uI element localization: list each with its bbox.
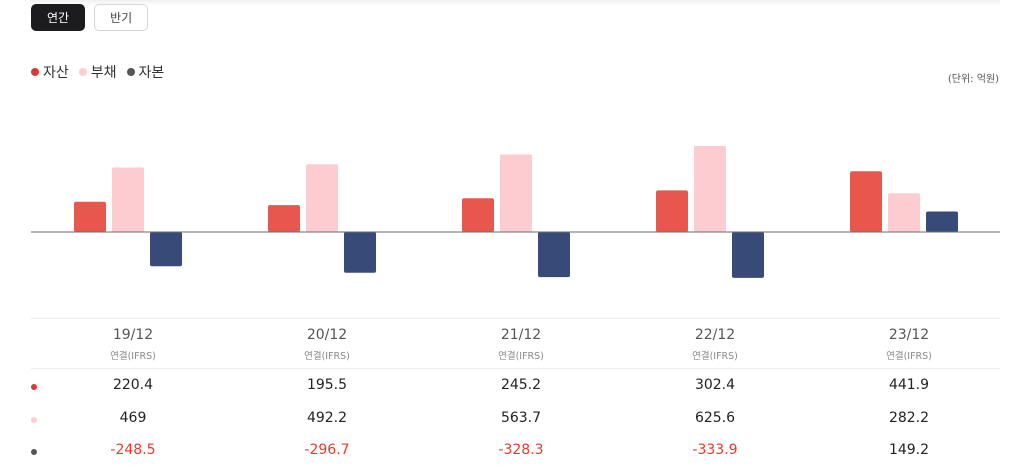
value-cell-equity: -248.5 <box>110 442 156 458</box>
period-header: 19/12 연결(IFRS) <box>68 326 198 362</box>
bar-liability-21-12[interactable] <box>500 154 532 233</box>
bar-asset-21-12[interactable] <box>462 198 494 232</box>
legend-dot-icon <box>126 68 135 76</box>
bar-asset-23-12[interactable] <box>850 171 882 232</box>
period-header: 20/12 연결(IFRS) <box>262 326 392 362</box>
period-label: 19/12 <box>112 327 154 343</box>
bar-asset-22-12[interactable] <box>656 190 688 232</box>
value-cell-asset: 195.5 <box>306 377 348 393</box>
bar-liability-19-12[interactable] <box>112 167 144 233</box>
period-sub-label: 연결(IFRS) <box>886 351 932 362</box>
period-sub-label: 연결(IFRS) <box>110 351 156 362</box>
legend-label: 부채 <box>90 65 117 81</box>
chart-legend: 자산 부채 자본 <box>31 62 164 82</box>
bar-liability-22-12[interactable] <box>694 146 726 232</box>
tab-annual[interactable]: 연간 <box>31 4 86 31</box>
bar-equity-20-12[interactable] <box>344 232 376 273</box>
legend-item-liabilities[interactable]: 부채 <box>78 62 117 82</box>
period-label: 20/12 <box>306 327 348 343</box>
value-cell-asset: 220.4 <box>112 377 154 393</box>
tab-half-year[interactable]: 반기 <box>94 4 149 31</box>
value-cell-liability: 282.2 <box>888 410 930 426</box>
value-cell-liability: 469 <box>119 410 147 426</box>
bar-chart <box>31 146 1000 278</box>
value-cell-asset: 302.4 <box>694 377 736 393</box>
period-tabs: 연간 반기 <box>31 4 149 31</box>
legend-label: 자본 <box>138 65 165 81</box>
bar-liability-23-12[interactable] <box>888 193 920 232</box>
period-label: 22/12 <box>694 327 736 343</box>
period-label: 23/12 <box>888 327 930 343</box>
row-dot-asset-icon <box>31 384 37 390</box>
bar-equity-22-12[interactable] <box>732 232 764 278</box>
period-label: 21/12 <box>500 327 542 343</box>
bar-equity-19-12[interactable] <box>150 232 182 267</box>
bar-equity-21-12[interactable] <box>538 232 570 278</box>
table-header-divider <box>31 368 1000 369</box>
legend-label: 자산 <box>43 65 69 81</box>
row-dot-liability-icon <box>31 417 37 423</box>
legend-item-equity[interactable]: 자본 <box>126 62 165 82</box>
row-dot-equity-icon <box>31 449 37 455</box>
bar-asset-19-12[interactable] <box>74 201 106 232</box>
period-sub-label: 연결(IFRS) <box>692 351 738 362</box>
legend-dot-icon <box>78 68 87 76</box>
period-header: 22/12 연결(IFRS) <box>650 326 780 362</box>
top-shadow <box>30 0 1000 6</box>
value-cell-equity: 149.2 <box>888 442 930 458</box>
value-cell-liability: 563.7 <box>500 410 542 426</box>
value-cell-equity: -296.7 <box>304 442 350 458</box>
value-cell-asset: 441.9 <box>888 377 930 393</box>
bar-equity-23-12[interactable] <box>926 211 958 233</box>
period-header: 21/12 연결(IFRS) <box>456 326 586 362</box>
table-top-divider <box>31 318 1000 319</box>
value-cell-liability: 492.2 <box>306 410 348 426</box>
legend-dot-icon <box>31 68 39 76</box>
period-sub-label: 연결(IFRS) <box>304 351 350 362</box>
legend-item-assets[interactable]: 자산 <box>31 62 69 82</box>
period-header: 23/12 연결(IFRS) <box>844 326 974 362</box>
unit-label: (단위: 억원) <box>947 74 999 85</box>
bar-liability-20-12[interactable] <box>306 164 338 232</box>
value-cell-equity: -333.9 <box>692 442 738 458</box>
bar-asset-20-12[interactable] <box>268 205 300 232</box>
period-sub-label: 연결(IFRS) <box>498 351 544 362</box>
value-cell-asset: 245.2 <box>500 377 542 393</box>
value-cell-equity: -328.3 <box>498 442 544 458</box>
value-cell-liability: 625.6 <box>694 410 736 426</box>
